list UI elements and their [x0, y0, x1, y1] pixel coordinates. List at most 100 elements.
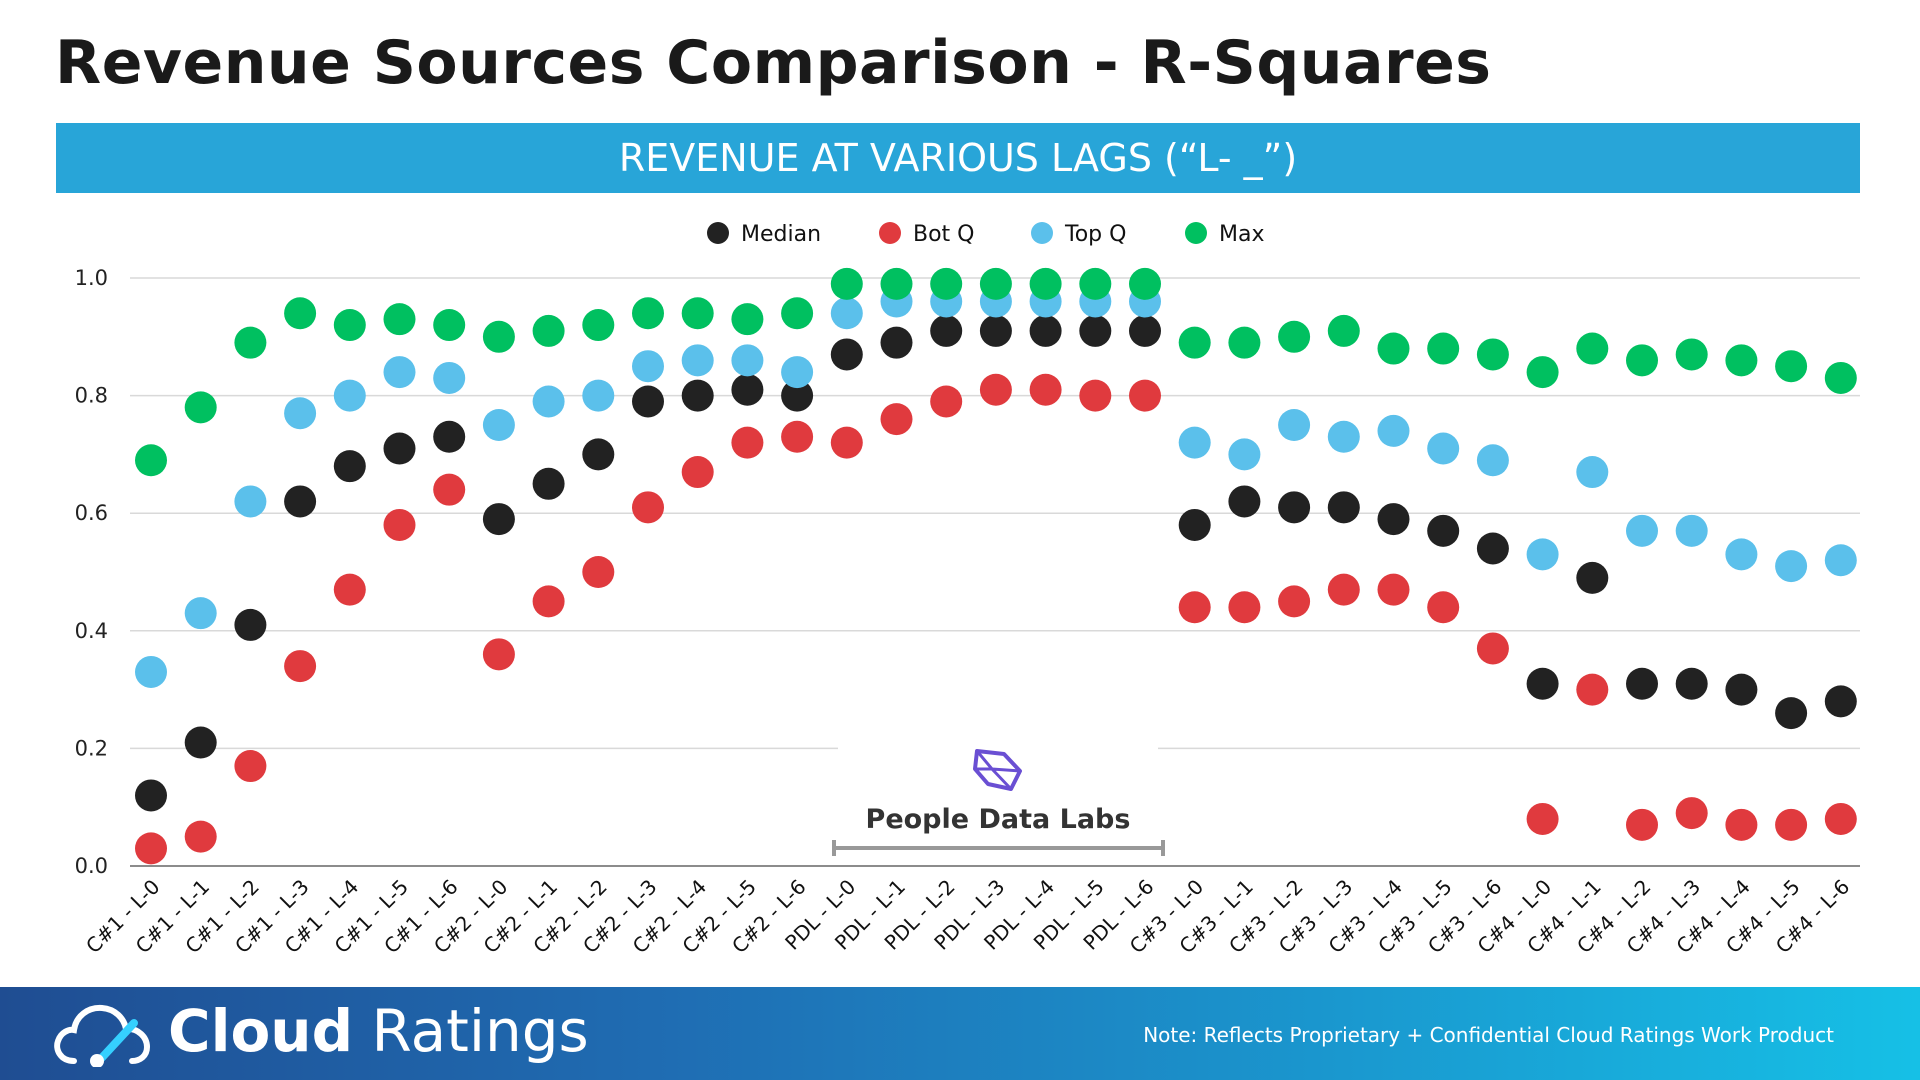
point-median [830, 338, 863, 371]
point-max [830, 267, 863, 300]
y-tick-label: 0.6 [75, 501, 108, 525]
point-max [930, 267, 963, 300]
point-bot-q [1775, 808, 1808, 841]
legend-marker-bot-q [879, 222, 901, 244]
point-median [1775, 697, 1808, 730]
x-axis-labels: C#1 - L-0C#1 - L-1C#1 - L-2C#1 - L-3C#1 … [81, 875, 1854, 959]
page-title: Revenue Sources Comparison - R-Squares [55, 28, 1492, 98]
point-median [482, 503, 515, 536]
point-bot-q [731, 426, 764, 459]
point-top-q [1775, 550, 1808, 583]
point-median [880, 326, 913, 359]
point-top-q [731, 344, 764, 377]
point-median [1476, 532, 1509, 565]
point-max [1526, 356, 1559, 389]
point-max [333, 309, 366, 342]
point-top-q [482, 409, 515, 441]
point-median [333, 450, 366, 483]
legend-label-top-q: Top Q [1064, 222, 1126, 247]
point-bot-q [781, 420, 814, 453]
legend-marker-max [1185, 222, 1207, 244]
point-bot-q [482, 638, 515, 671]
point-bot-q [1079, 379, 1112, 412]
point-median [433, 420, 466, 453]
point-top-q [333, 379, 366, 412]
cloud-gauge-icon [54, 1004, 151, 1067]
point-bot-q [1377, 573, 1410, 606]
point-top-q [1178, 426, 1211, 459]
point-top-q [383, 356, 416, 389]
point-bot-q [582, 556, 615, 588]
point-bot-q [433, 473, 466, 506]
legend-label-bot-q: Bot Q [913, 222, 975, 247]
point-max [1675, 338, 1708, 371]
brand-name-bold: Cloud [168, 997, 354, 1065]
point-top-q [830, 297, 863, 330]
point-median [1228, 485, 1261, 518]
point-max [482, 320, 515, 353]
point-top-q [1725, 538, 1758, 571]
point-bot-q [1824, 802, 1857, 835]
point-median [582, 438, 615, 471]
point-bot-q [532, 585, 565, 618]
point-median [979, 314, 1012, 347]
point-bot-q [930, 385, 963, 418]
brand-name-regular: Ratings [353, 997, 589, 1065]
scatter-chart: 0.0 0.2 0.4 0.6 0.8 1.0 Median Bot Q Top Q Max P… [75, 222, 1860, 959]
point-median [1327, 491, 1360, 524]
point-median [731, 373, 764, 406]
annotation-label: People Data Labs [866, 804, 1131, 835]
point-bot-q [1278, 585, 1311, 618]
point-max [184, 391, 217, 424]
point-median [1129, 314, 1161, 347]
y-axis-ticks: 0.0 0.2 0.4 0.6 0.8 1.0 [75, 266, 108, 878]
point-top-q [781, 356, 814, 389]
point-top-q [433, 361, 466, 394]
point-top-q [1675, 514, 1708, 547]
point-max [1029, 267, 1062, 300]
point-median [532, 467, 565, 500]
point-max [582, 309, 615, 342]
point-max [1626, 344, 1658, 377]
point-top-q [1526, 538, 1559, 571]
point-bot-q [1228, 591, 1261, 624]
point-top-q [1228, 438, 1261, 471]
point-bot-q [1626, 808, 1658, 841]
point-bot-q [632, 491, 664, 524]
point-median [1626, 667, 1658, 700]
point-max [1278, 320, 1311, 353]
legend-label-max: Max [1219, 222, 1264, 247]
point-median [632, 385, 664, 418]
point-bot-q [1427, 591, 1460, 624]
point-bot-q [135, 832, 167, 865]
point-top-q [234, 485, 267, 518]
point-max [234, 326, 267, 359]
legend: Median Bot Q Top Q Max [707, 222, 1264, 247]
data-points [135, 267, 1857, 865]
point-max [1576, 332, 1609, 365]
point-top-q [1476, 444, 1509, 477]
point-bot-q [1675, 797, 1708, 830]
footer-bar: Cloud Ratings Note: Reflects Proprietary… [0, 987, 1920, 1080]
point-median [1427, 514, 1460, 547]
point-max [1775, 350, 1808, 383]
point-max [1178, 326, 1211, 359]
point-bot-q [880, 403, 913, 436]
point-median [1675, 667, 1708, 700]
point-top-q [1377, 414, 1410, 447]
point-bot-q [1476, 632, 1509, 665]
point-max [731, 303, 764, 336]
point-bot-q [333, 573, 366, 606]
point-bot-q [830, 426, 863, 459]
point-median [1725, 673, 1758, 706]
point-median [234, 608, 267, 641]
footer-note: Note: Reflects Proprietary + Confidentia… [1143, 1023, 1834, 1047]
point-top-q [1626, 514, 1658, 547]
point-top-q [632, 350, 664, 383]
point-top-q [681, 344, 714, 377]
chart-subtitle-banner: REVENUE AT VARIOUS LAGS (“L- _”) [56, 123, 1860, 193]
point-bot-q [234, 750, 267, 783]
y-tick-label: 0.0 [75, 854, 108, 878]
point-bot-q [383, 508, 416, 541]
point-median [383, 432, 416, 465]
